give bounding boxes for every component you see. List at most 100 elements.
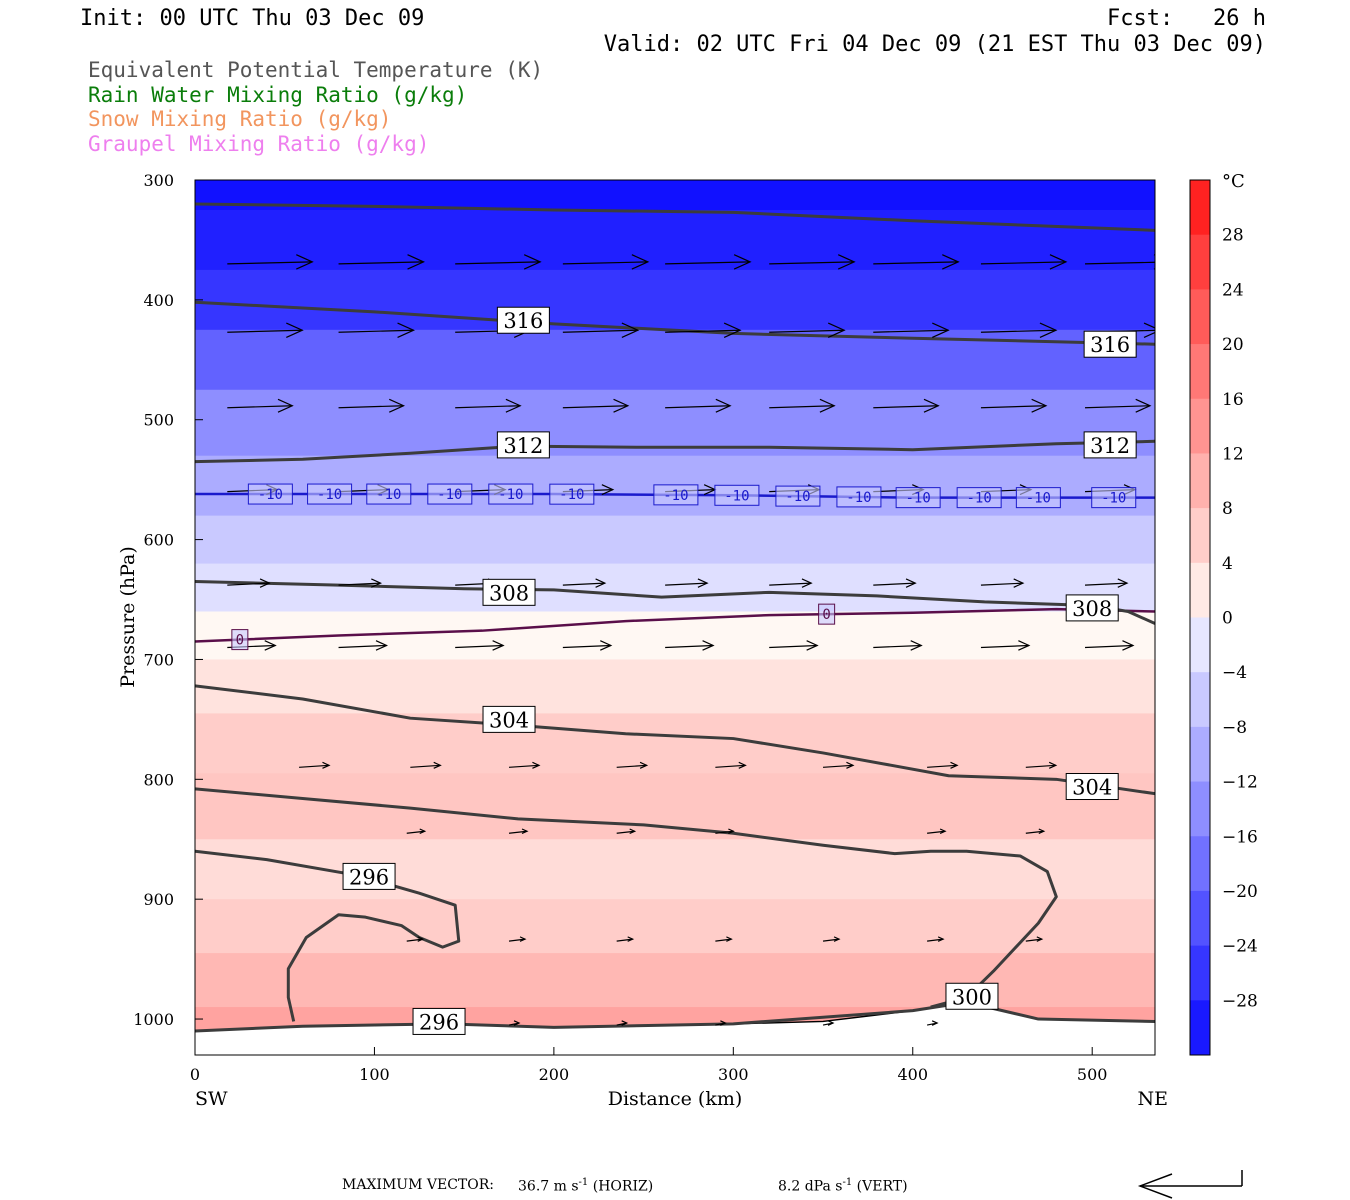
y-tick-label: 400 bbox=[143, 291, 174, 310]
colorbar-swatch bbox=[1190, 289, 1210, 345]
wind-vector bbox=[715, 828, 735, 835]
svg-text:-10: -10 bbox=[724, 488, 749, 504]
svg-text:-10: -10 bbox=[905, 491, 930, 507]
isotherm-label: -10 bbox=[1091, 487, 1137, 509]
wind-vector bbox=[616, 828, 637, 835]
wind-vector bbox=[299, 761, 331, 769]
wind-vector bbox=[927, 828, 947, 835]
wind-vector bbox=[338, 322, 416, 338]
wind-vector bbox=[455, 398, 522, 413]
wind-vector bbox=[227, 322, 304, 338]
wind-vector bbox=[562, 398, 630, 413]
theta-e-line bbox=[195, 439, 1155, 464]
wind-vector bbox=[455, 254, 542, 270]
wind-vector bbox=[980, 398, 1048, 413]
valid-time: Valid: 02 UTC Fri 04 Dec 09 (21 EST Thu … bbox=[603, 32, 1266, 57]
colorbar-swatch bbox=[1190, 781, 1210, 837]
theta-e-line bbox=[195, 202, 1155, 232]
wind-vector bbox=[406, 936, 425, 942]
y-tick-label: 1000 bbox=[133, 1010, 174, 1029]
colorbar-swatch bbox=[1190, 562, 1210, 618]
colorbar-swatch bbox=[1190, 234, 1210, 290]
colorbar-swatch bbox=[1190, 1000, 1210, 1056]
wind-vector bbox=[873, 578, 917, 588]
wind-vector bbox=[508, 936, 527, 942]
max-vector-vert: 8.2 dPa s-1 (VERT) bbox=[778, 1177, 908, 1195]
temp-band bbox=[195, 899, 1155, 955]
colorbar-swatch bbox=[1190, 890, 1210, 947]
svg-text:-10: -10 bbox=[967, 491, 992, 507]
colorbar: 28 24 20 16 12 8 4 0 −4 −8 −12 −16 −20 −24 −28 bbox=[1189, 179, 1258, 1056]
theta-e-line bbox=[868, 36, 1155, 46]
wind-vector bbox=[338, 254, 426, 270]
wind-vector bbox=[873, 322, 950, 338]
theta-e-label: 308 bbox=[1065, 594, 1119, 622]
theta-e-label: 312 bbox=[1083, 431, 1137, 459]
x-tick-label: 200 bbox=[539, 1065, 570, 1084]
temp-band bbox=[195, 659, 1155, 715]
isotherm-label: -10 bbox=[836, 486, 882, 508]
wind-vector bbox=[1084, 640, 1135, 651]
svg-text:-10: -10 bbox=[559, 487, 584, 503]
max-vector-horiz: 36.7 m s-1 (HORIZ) bbox=[518, 1177, 654, 1195]
isotherm-label: -10 bbox=[366, 483, 412, 505]
wind-vector bbox=[562, 640, 613, 651]
isotherm-label: -10 bbox=[247, 483, 293, 505]
svg-text:-10: -10 bbox=[258, 487, 283, 503]
plot-frame bbox=[194, 179, 1156, 1056]
wind-vector bbox=[1025, 761, 1058, 769]
wind-vector bbox=[665, 398, 732, 413]
x-end-label-ne: NE bbox=[1138, 1088, 1169, 1110]
wind-vector bbox=[227, 398, 294, 413]
isotherm-label: 0 bbox=[818, 603, 836, 625]
y-tick-label: 700 bbox=[143, 650, 174, 669]
wind-vector bbox=[873, 254, 960, 270]
isotherm-label: -10 bbox=[1015, 487, 1061, 509]
axes: 0 100 200 300 400 500 300 400 500 600 700 800 900 100… bbox=[133, 171, 1107, 1084]
svg-text:-10: -10 bbox=[1101, 491, 1126, 507]
svg-text:-10: -10 bbox=[376, 487, 401, 503]
temp-band bbox=[195, 563, 1155, 613]
wind-vector bbox=[927, 761, 959, 769]
colorbar-tick-label: −16 bbox=[1222, 827, 1258, 847]
isotherm-label: -10 bbox=[427, 483, 473, 505]
colorbar-swatch bbox=[1190, 672, 1210, 728]
wind-vector bbox=[1025, 936, 1044, 942]
contour-labels: -10 -10 -10 -10 -10 -10 -10 -10 -10 -10 -10 -10 -10 -… bbox=[231, 306, 1137, 1035]
x-tick-label: 500 bbox=[1077, 1065, 1108, 1084]
below-ground bbox=[195, 1002, 1155, 1055]
svg-text:0: 0 bbox=[236, 633, 244, 649]
colorbar-tick-label: −24 bbox=[1222, 937, 1258, 957]
svg-text:300: 300 bbox=[952, 985, 992, 1009]
wind-vector bbox=[769, 322, 846, 338]
wind-vector bbox=[227, 578, 271, 588]
colorbar-swatch bbox=[1190, 945, 1210, 1001]
svg-text:316: 316 bbox=[503, 309, 543, 333]
theta-e-line bbox=[195, 787, 1058, 1009]
wind-vector bbox=[455, 640, 505, 651]
temp-band bbox=[195, 515, 1155, 565]
wind-vector bbox=[227, 254, 314, 270]
wind-vector bbox=[715, 1020, 727, 1026]
theta-e-label: 308 bbox=[482, 578, 536, 606]
colorbar-tick-label: 24 bbox=[1222, 280, 1244, 300]
colorbar-swatch bbox=[1190, 344, 1210, 400]
svg-text:-10: -10 bbox=[846, 490, 871, 506]
wind-vector bbox=[873, 640, 923, 651]
wind-vector bbox=[980, 322, 1058, 338]
colorbar-swatch bbox=[1190, 398, 1210, 454]
forecast-hour: Fcst: 26 h bbox=[1107, 6, 1266, 31]
svg-text:316: 316 bbox=[1090, 333, 1130, 357]
colorbar-tick-label: −20 bbox=[1222, 882, 1258, 902]
theta-e-label: 316 bbox=[1083, 330, 1137, 358]
wind-vector bbox=[769, 578, 813, 588]
wind-vector bbox=[927, 936, 945, 942]
svg-text:296: 296 bbox=[419, 1010, 459, 1034]
isotherm-label: 0 bbox=[231, 629, 249, 651]
wind-vector bbox=[980, 254, 1068, 270]
isotherm-label: -10 bbox=[895, 487, 941, 509]
temp-band bbox=[195, 773, 1155, 841]
theta-e-label: 296 bbox=[412, 1007, 466, 1035]
svg-text:-10: -10 bbox=[785, 489, 810, 505]
wind-vector bbox=[926, 1020, 939, 1026]
